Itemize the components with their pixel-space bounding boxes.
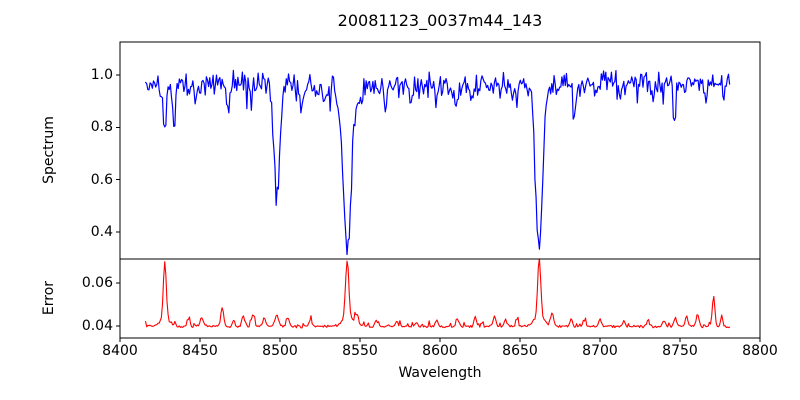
- error-axes-frame: [119, 258, 761, 339]
- x-axis-label: Wavelength: [398, 365, 482, 381]
- tick-marks: [116, 74, 761, 342]
- spectrum-line: [145, 69, 731, 256]
- y-tick-label: 0.4: [90, 224, 113, 241]
- error-line: [145, 259, 731, 329]
- y-tick-label: 0.6: [90, 171, 113, 188]
- x-tick-label: 8650: [502, 343, 538, 359]
- error-y-axis-label: Error: [41, 280, 57, 316]
- x-tick-label: 8600: [422, 343, 458, 359]
- x-tick-label: 8800: [742, 343, 778, 359]
- plot-title: 20081123_0037m44_143: [337, 11, 543, 30]
- y-tick-label: 0.8: [90, 119, 113, 136]
- y-tick-label: 1.0: [90, 66, 113, 83]
- x-tick-label: 8550: [342, 343, 378, 359]
- y-tick-label: 0.06: [81, 275, 113, 292]
- x-tick-label: 8700: [582, 343, 618, 359]
- y-tick-label: 0.04: [81, 317, 113, 334]
- x-tick-label: 8400: [102, 343, 138, 359]
- x-tick-label: 8450: [182, 343, 218, 359]
- spectrum-y-axis-label: Spectrum: [41, 116, 57, 184]
- x-tick-label: 8750: [662, 343, 698, 359]
- spectrum-axes-frame: [119, 41, 761, 260]
- x-tick-label: 8500: [262, 343, 298, 359]
